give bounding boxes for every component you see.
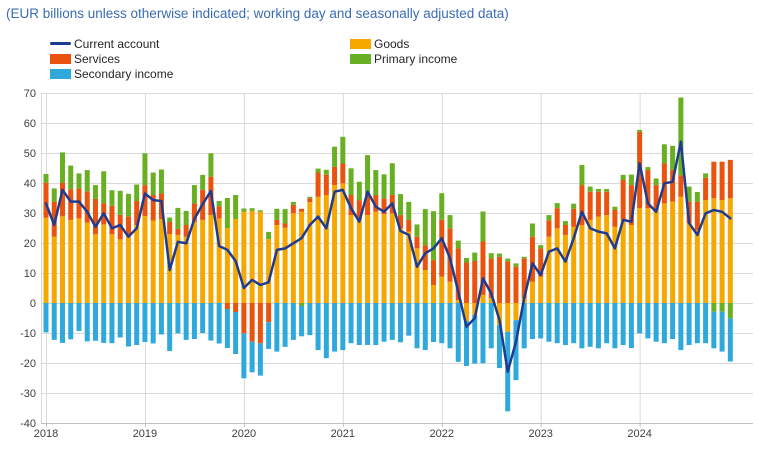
svg-text:20: 20 (24, 238, 36, 250)
x-axis (41, 423, 753, 427)
legend-primary-income-label: Primary income (374, 51, 458, 66)
legend-secondary-income-swatch (50, 68, 71, 79)
bars-goods (43, 183, 733, 332)
legend-primary-income-swatch (350, 53, 371, 64)
svg-text:40: 40 (24, 178, 36, 190)
legend-services-label: Services (74, 51, 121, 66)
y-axis-labels: 70 60 50 40 30 20 10 0 -10 -20 -30 -40 (20, 88, 36, 430)
legend-goods: Goods (350, 36, 457, 51)
legend-current-account: Current account (50, 36, 173, 51)
legend-primary-income: Primary income (350, 51, 457, 66)
bars-primary-income (43, 97, 733, 319)
svg-text:2022: 2022 (430, 428, 454, 440)
legend-current-account-label: Current account (74, 36, 160, 51)
svg-text:-30: -30 (20, 388, 36, 400)
legend-column-right: Goods Primary income (350, 36, 457, 66)
legend-secondary-income-label: Secondary income (74, 66, 174, 81)
svg-text:2018: 2018 (34, 428, 58, 440)
svg-text:60: 60 (24, 118, 36, 130)
svg-text:0: 0 (30, 298, 36, 310)
svg-text:2019: 2019 (133, 428, 157, 440)
line-current-account (44, 140, 732, 373)
svg-text:2020: 2020 (232, 428, 256, 440)
svg-text:70: 70 (24, 88, 36, 100)
x-axis-labels: 2018 2019 2020 2021 2022 2023 2024 (34, 428, 652, 440)
legend-current-account-swatch (50, 42, 71, 45)
legend-column-left: Current account Services Secondary income (50, 36, 173, 81)
bars-secondary-income (43, 303, 733, 412)
legend-services-swatch (50, 53, 71, 64)
legend-services: Services (50, 51, 173, 66)
legend-goods-label: Goods (374, 36, 410, 51)
chart-legend: Current account Services Secondary income … (0, 36, 758, 84)
legend-goods-swatch (350, 38, 371, 49)
svg-text:2023: 2023 (528, 428, 552, 440)
svg-text:2021: 2021 (331, 428, 355, 440)
svg-text:50: 50 (24, 148, 36, 160)
svg-text:-40: -40 (20, 418, 36, 430)
legend-secondary-income: Secondary income (50, 66, 173, 81)
svg-text:2024: 2024 (627, 428, 651, 440)
svg-text:-20: -20 (20, 358, 36, 370)
svg-text:10: 10 (24, 268, 36, 280)
svg-text:30: 30 (24, 208, 36, 220)
chart-title: (EUR billions unless otherwise indicated… (6, 6, 509, 21)
svg-text:-10: -10 (20, 328, 36, 340)
